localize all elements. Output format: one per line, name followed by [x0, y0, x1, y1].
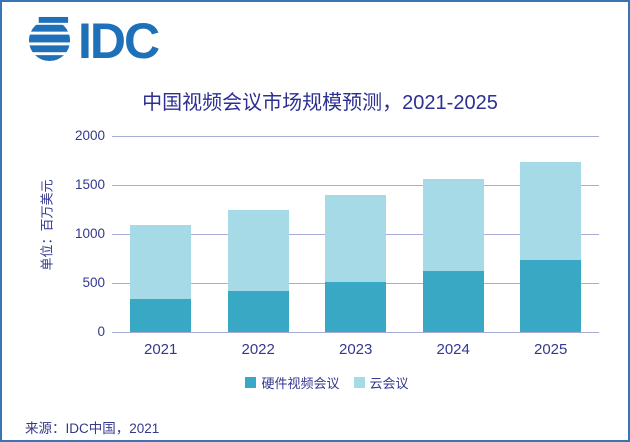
- y-tick-label-1500: 1500: [74, 177, 105, 192]
- y-tick-label-0: 0: [97, 324, 105, 339]
- bar-segment-2021-硬件视频会议: [130, 298, 192, 332]
- bar-segment-2024-云会议: [422, 179, 484, 272]
- idc-logo: IDC: [26, 13, 160, 69]
- x-tick-label-2021: 2021: [144, 341, 178, 358]
- legend: 硬件视频会议 云会议: [112, 373, 542, 392]
- y-tick-label-1000: 1000: [74, 226, 105, 241]
- x-tick-label-2024: 2024: [436, 341, 470, 358]
- x-tick-label-2022: 2022: [241, 341, 275, 358]
- y-tick-label-500: 500: [82, 275, 105, 290]
- x-tick-label-2025: 2025: [534, 341, 568, 358]
- idc-logo-text: IDC: [78, 13, 160, 69]
- y-tick-label-2000: 2000: [74, 128, 105, 143]
- bar-group-2021: [130, 136, 192, 332]
- legend-label: 云会议: [369, 376, 409, 391]
- legend-swatch: [245, 377, 257, 388]
- bar-segment-2025-硬件视频会议: [520, 259, 582, 332]
- bar-group-2023: [325, 136, 387, 332]
- legend-item-硬件视频会议: 硬件视频会议: [245, 373, 340, 392]
- bar-group-2024: [422, 136, 484, 332]
- x-tick-label-2023: 2023: [339, 341, 373, 358]
- x-axis-labels: 2021 2022 2023 2024 2025: [112, 341, 599, 359]
- bar-group-2022: [227, 136, 289, 332]
- gridline-1500: [112, 184, 599, 186]
- bar-segment-2022-硬件视频会议: [227, 290, 289, 332]
- bar-group-2025: [520, 136, 582, 332]
- source-note: 来源：IDC中国，2021: [25, 421, 160, 436]
- bar-segment-2022-云会议: [227, 210, 289, 291]
- chart-title: 中国视频会议市场规模预测，2021-2025: [142, 92, 498, 114]
- legend-swatch: [353, 377, 365, 388]
- bar-segment-2023-云会议: [325, 194, 387, 282]
- gridline-2000: [112, 135, 599, 137]
- bar-segment-2025-云会议: [520, 162, 582, 260]
- bar-segment-2023-硬件视频会议: [325, 281, 387, 332]
- bar-segment-2021-云会议: [130, 225, 192, 299]
- y-axis-unit-label: 单位：百万美元: [39, 179, 55, 271]
- plot-area: [112, 135, 599, 333]
- idc-globe-icon: [26, 15, 73, 67]
- legend-label: 硬件视频会议: [261, 376, 340, 391]
- gridline-0: [112, 331, 599, 333]
- legend-item-云会议: 云会议: [353, 373, 409, 392]
- bar-segment-2024-硬件视频会议: [422, 271, 484, 332]
